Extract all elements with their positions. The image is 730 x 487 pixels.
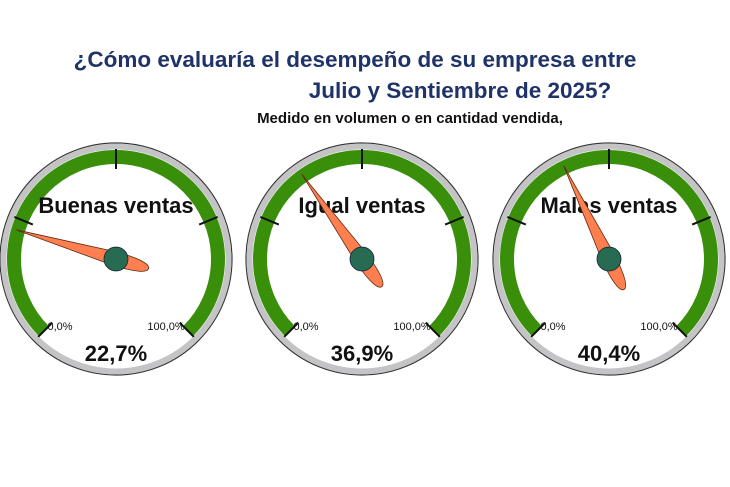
gauge-value-label: 36,9% [331,341,393,366]
chart-title: ¿Cómo evaluaría el desempeño de su empre… [0,44,730,106]
gauge-tick [506,215,527,226]
title-line-1: ¿Cómo evaluaría el desempeño de su empre… [73,47,637,72]
gauge-hub [596,246,622,272]
title-line-2: Julio y Sentiembre de 2025? [308,78,612,103]
gauge-max-label: 100,0% [393,321,431,333]
gauge-0: Buenas ventas 0,0% 100,0%22,7% [0,142,233,376]
gauge-hub [349,246,375,272]
gauge-ring [0,143,232,375]
gauge-tick [178,321,195,338]
chart-subtitle: Medido en volumen o en cantidad vendida, [257,110,563,127]
gauge-tick [424,321,441,338]
gauge-tick [530,321,547,338]
gauge-tick [198,215,219,226]
gauge-hub [103,246,129,272]
gauge-tick [691,215,712,226]
gauge-value-label: 40,4% [578,341,640,366]
gauge-label: Buenas ventas [38,193,193,218]
gauge-min-label: 0,0% [540,321,565,333]
gauge-tick [283,321,300,338]
gauge-max-label: 100,0% [640,321,678,333]
gauge-label: Malas ventas [541,193,678,218]
gauge-tick [37,321,54,338]
gauge-tick [259,215,280,226]
gauge-max-label: 100,0% [147,321,185,333]
gauge-tick [444,215,465,226]
gauge-ring [246,143,478,375]
gauge-ring [493,143,725,375]
gauge-tick [13,215,34,226]
gauge-min-label: 0,0% [293,321,318,333]
gauge-value-label: 22,7% [85,341,147,366]
gauge-2: Malas ventas 0,0% 100,0%40,4% [492,142,726,376]
gauge-tick [671,321,688,338]
gauge-min-label: 0,0% [47,321,72,333]
